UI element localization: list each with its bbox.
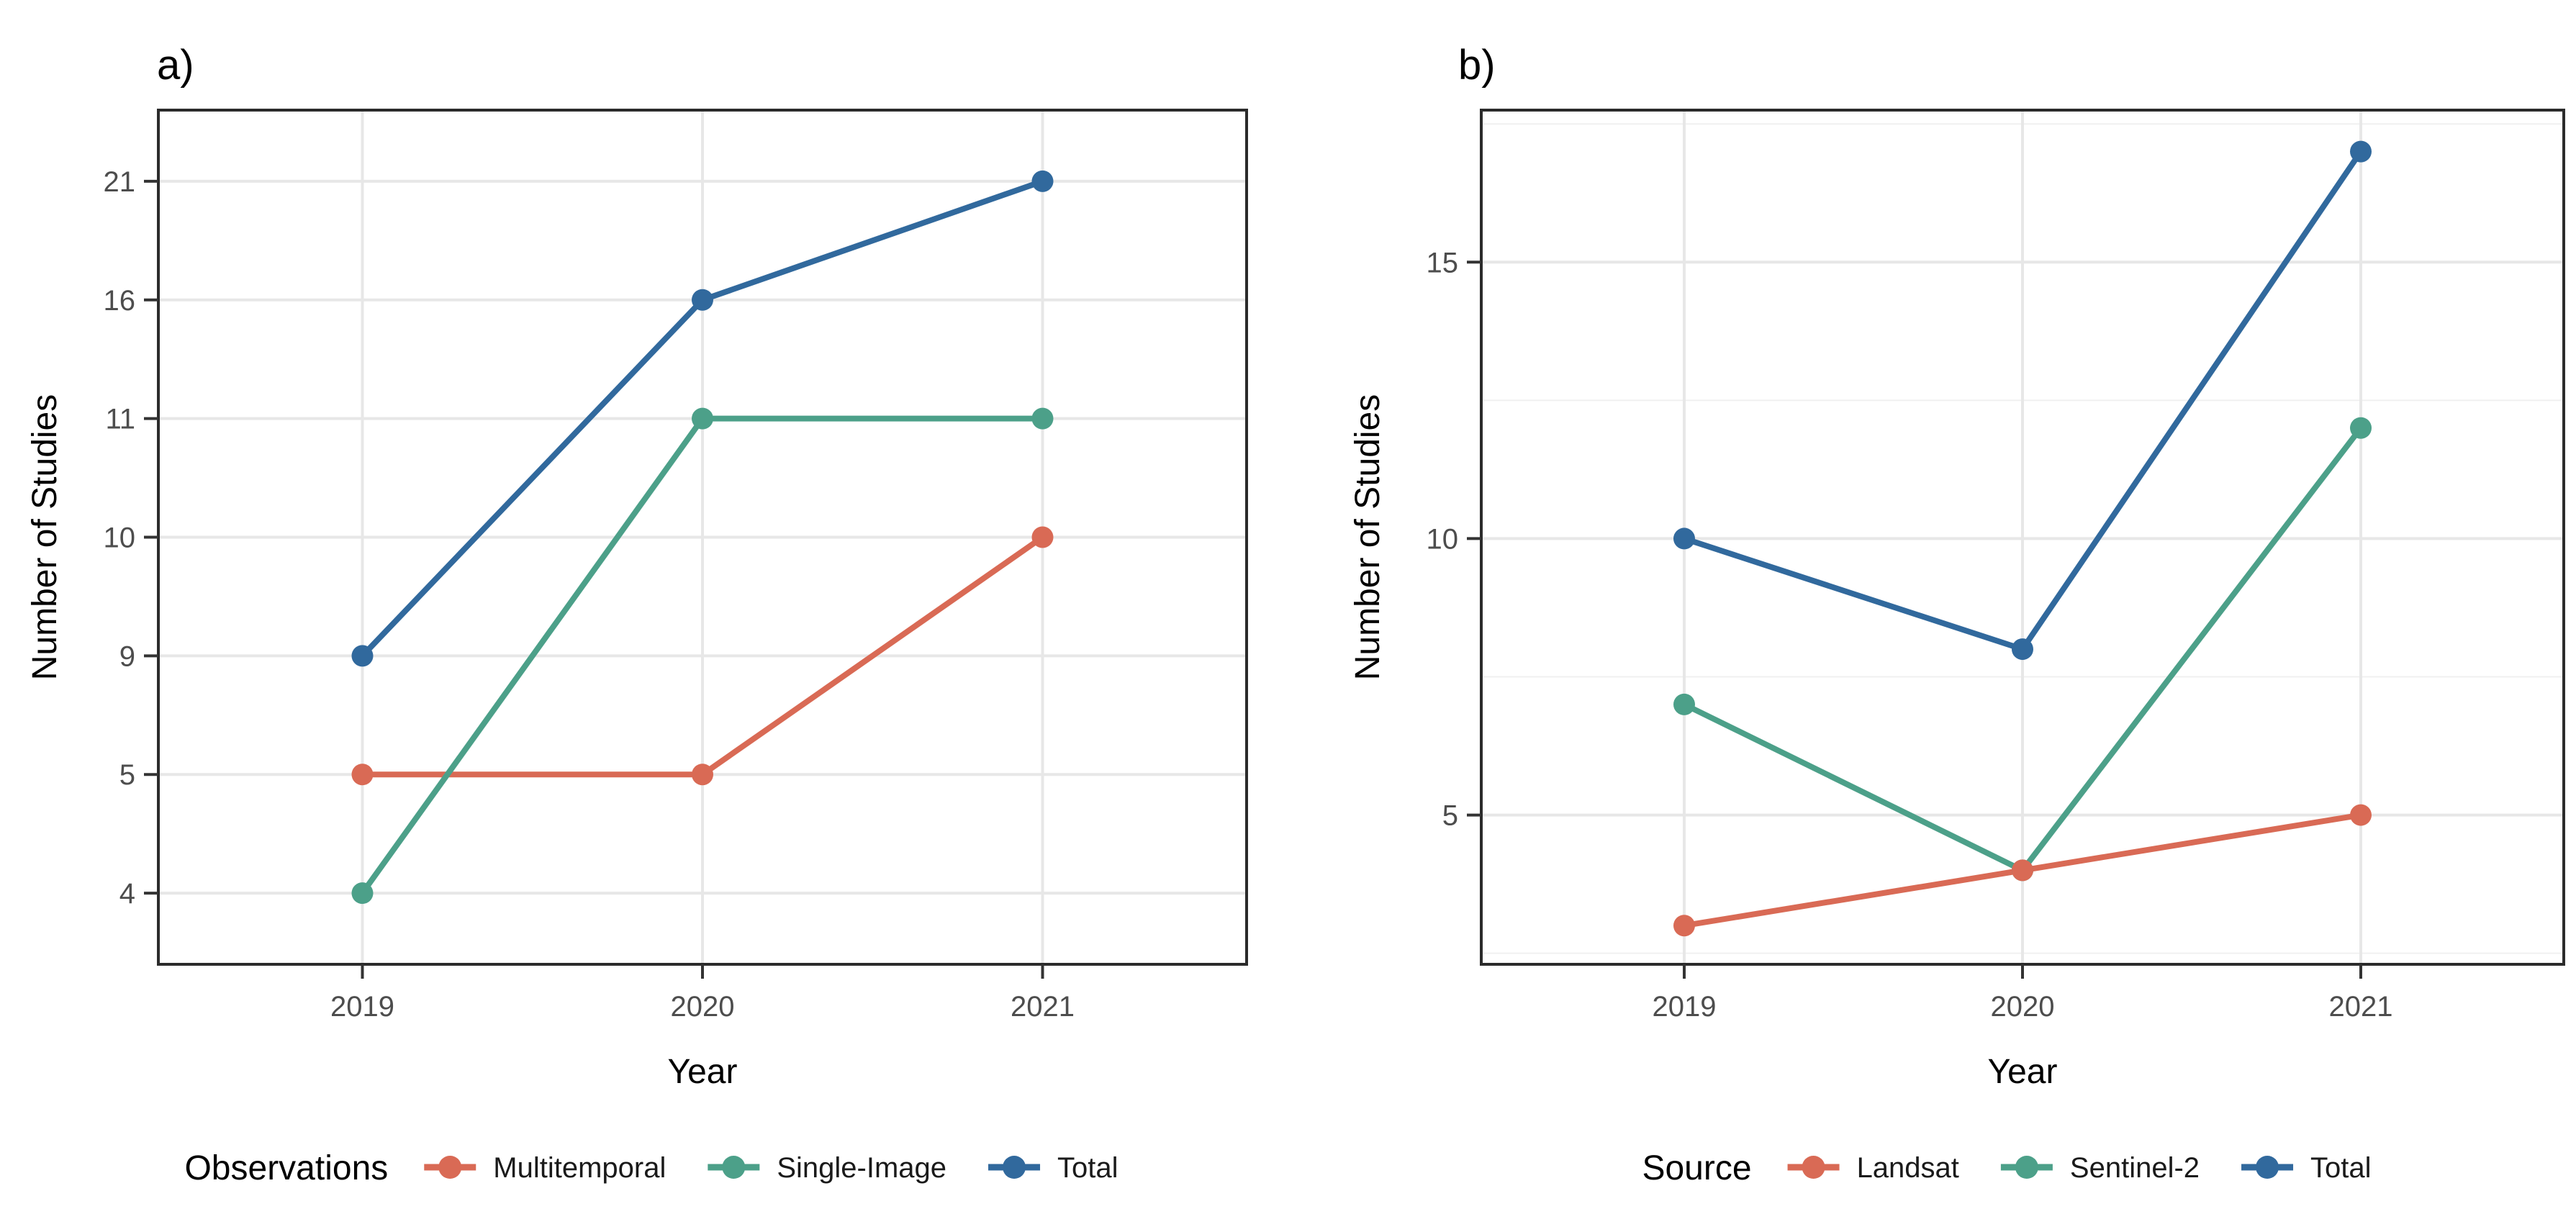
- data-point-total-2019: [351, 645, 374, 667]
- panel-b: 15 10 5 2019 2020 2021 Year Number of Studies b)…: [1349, 42, 2565, 1187]
- data-point-total-2020: [2012, 638, 2033, 661]
- legend-item-total: Total: [988, 1152, 1118, 1184]
- panel-title-a: a): [157, 42, 194, 89]
- legend-key-dot: [1003, 1156, 1026, 1179]
- legend-item-label: Landsat: [1857, 1152, 1959, 1184]
- data-point-landsat-2019: [1673, 915, 1695, 937]
- legend-item-label: Sentinel-2: [2070, 1152, 2200, 1184]
- series-points-b: [1673, 140, 2372, 937]
- legend-key-dot: [2015, 1156, 2038, 1179]
- legend-item-label: Multitemporal: [493, 1152, 666, 1184]
- data-point-multitemporal-2020: [692, 764, 713, 786]
- y-tick-label: 10: [1427, 523, 1459, 555]
- x-tick-label: 2021: [1011, 991, 1075, 1023]
- legend-item-total: Total: [2241, 1152, 2372, 1184]
- y-tick-label: 11: [105, 404, 135, 435]
- legend-title: Source: [1642, 1149, 1751, 1187]
- data-point-sentinel-2-2019: [1673, 693, 1695, 715]
- legend-b: Source Landsat Sentinel-2 Total: [1642, 1149, 2371, 1187]
- gridlines-b: [1481, 110, 2564, 964]
- data-point-total-2019: [1673, 527, 1695, 550]
- y-tick-label: 5: [119, 759, 135, 791]
- x-tick-label: 2019: [1653, 991, 1717, 1023]
- legend-item-single-image: Single-Image: [708, 1152, 946, 1184]
- x-tick-label: 2020: [1991, 991, 2055, 1023]
- legend-key-dot: [438, 1156, 462, 1179]
- legend-item-label: Total: [2310, 1152, 2372, 1184]
- series-points-a: [351, 170, 1054, 905]
- data-point-multitemporal-2021: [1031, 526, 1054, 548]
- data-point-landsat-2020: [2012, 859, 2033, 882]
- data-point-single-image-2019: [351, 882, 374, 905]
- data-point-single-image-2021: [1031, 407, 1054, 430]
- legend-key-dot: [1802, 1156, 1825, 1179]
- y-tick-label: 16: [104, 285, 136, 317]
- data-point-total-2021: [1031, 170, 1054, 192]
- panel-a: 21 16 11 10 9 5 4 2019 2020 2021 Year Number of Stu…: [26, 42, 1248, 1187]
- gridlines-a: [158, 110, 1247, 964]
- legend-title: Observations: [184, 1149, 388, 1187]
- y-tick-label: 21: [104, 166, 136, 198]
- legend-item-multitemporal: Multitemporal: [424, 1152, 666, 1184]
- data-point-landsat-2021: [2350, 804, 2372, 826]
- data-point-single-image-2020: [692, 407, 713, 430]
- legend-key-dot: [722, 1156, 746, 1179]
- x-axis-title: Year: [668, 1053, 738, 1091]
- y-tick-label: 10: [104, 522, 136, 554]
- y-tick-label: 15: [1427, 247, 1459, 278]
- y-axis-title: Number of Studies: [1349, 394, 1387, 681]
- y-tick-label: 4: [119, 878, 135, 910]
- legend-item-landsat: Landsat: [1787, 1152, 1959, 1184]
- data-point-total-2020: [692, 289, 713, 311]
- panel-title-b: b): [1458, 42, 1496, 89]
- y-axis-title: Number of Studies: [26, 394, 64, 681]
- x-tick-label: 2019: [330, 991, 394, 1023]
- y-tick-label: 9: [119, 640, 135, 672]
- x-axis-title: Year: [1988, 1053, 2058, 1091]
- data-point-multitemporal-2019: [351, 764, 374, 786]
- data-point-total-2021: [2350, 140, 2372, 163]
- legend-item-label: Single-Image: [777, 1152, 946, 1184]
- x-tick-label: 2021: [2329, 991, 2393, 1023]
- data-point-sentinel-2-2021: [2350, 417, 2372, 439]
- legend-a: Observations Multitemporal Single-Image Tot…: [184, 1149, 1118, 1187]
- x-tick-label: 2020: [671, 991, 735, 1023]
- legend-key-dot: [2256, 1156, 2279, 1179]
- legend-item-label: Total: [1057, 1152, 1118, 1184]
- legend-item-sentinel-2: Sentinel-2: [2000, 1152, 2200, 1184]
- y-tick-label: 5: [1442, 800, 1458, 832]
